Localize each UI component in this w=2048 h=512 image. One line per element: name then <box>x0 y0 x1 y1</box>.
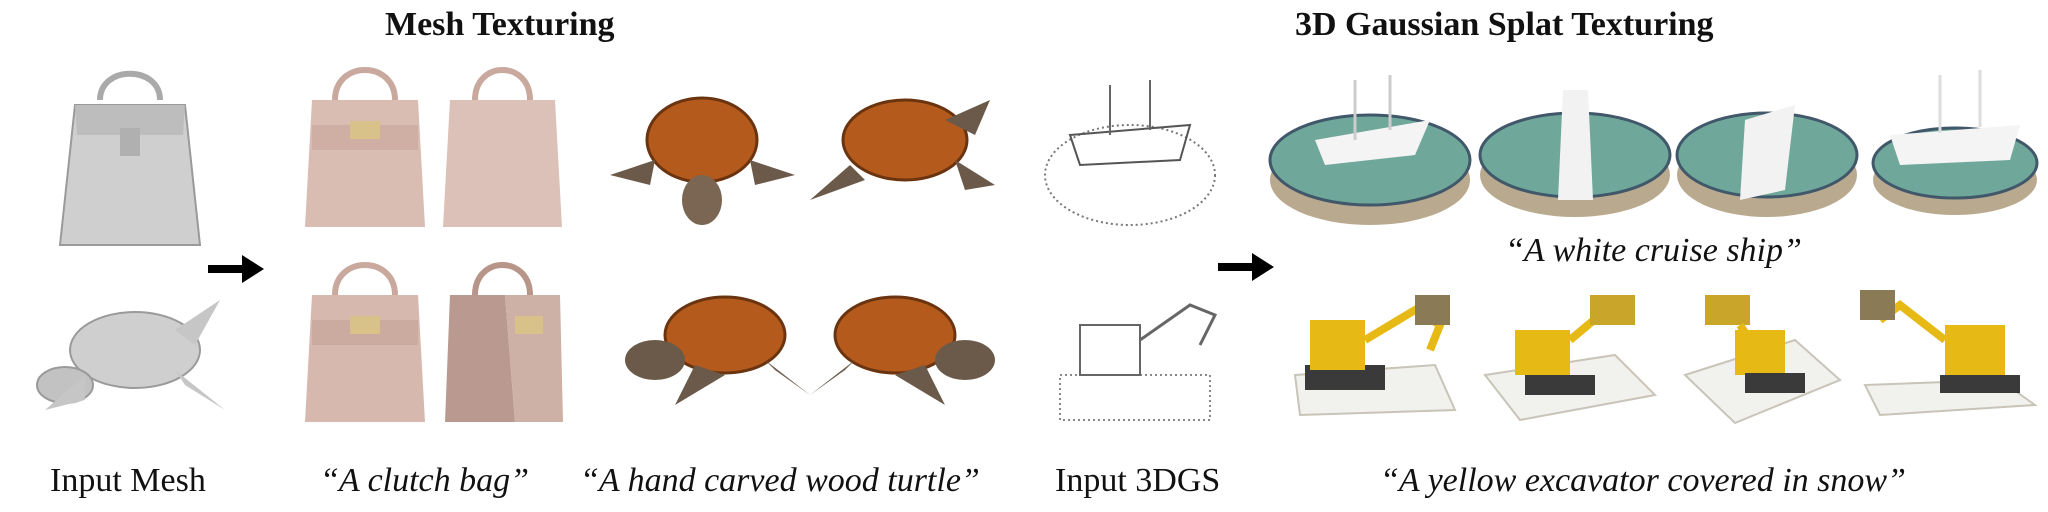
turtle-textured-right-bottom <box>810 295 995 405</box>
input-mesh-turtle-image <box>36 300 225 410</box>
heading-gaussian-splat-texturing: 3D Gaussian Splat Texturing <box>1295 6 1714 43</box>
bag-textured-front-bottom <box>305 262 425 422</box>
excavator-textured-view-3 <box>1683 295 1842 425</box>
input-3dgs-excavator-image <box>1059 303 1218 421</box>
bag-textured-side-bottom <box>445 262 563 422</box>
turtle-textured-side-top <box>810 98 995 200</box>
turtle-textured-left-bottom <box>625 295 810 405</box>
turtle-textured-front-top <box>610 96 795 225</box>
right-arrow-icon <box>208 255 264 283</box>
caption-cruise-ship: “A white cruise ship” <box>1505 232 1802 269</box>
ship-textured-view-2 <box>1478 90 1672 217</box>
input-mesh-bag-image <box>58 70 202 246</box>
ship-textured-view-3 <box>1675 105 1859 217</box>
input-3dgs-ship-image <box>1044 80 1216 226</box>
right-arrow-icon <box>1218 253 1274 281</box>
caption-input-3dgs: Input 3DGS <box>1055 462 1221 499</box>
excavator-textured-view-4 <box>1860 290 2038 417</box>
excavator-textured-view-1 <box>1293 295 1457 417</box>
bag-textured-front-top <box>305 67 425 227</box>
caption-hand-carved-turtle: “A hand carved wood turtle” <box>580 462 980 499</box>
caption-yellow-excavator: “A yellow excavator covered in snow” <box>1380 462 1906 499</box>
heading-mesh-texturing: Mesh Texturing <box>385 6 615 43</box>
bag-textured-back-top <box>443 67 562 227</box>
ship-textured-view-1 <box>1268 75 1472 225</box>
ship-textured-view-4 <box>1871 70 2039 215</box>
caption-input-mesh: Input Mesh <box>50 462 206 499</box>
caption-clutch-bag: “A clutch bag” <box>320 462 530 499</box>
excavator-textured-view-2 <box>1483 295 1658 422</box>
